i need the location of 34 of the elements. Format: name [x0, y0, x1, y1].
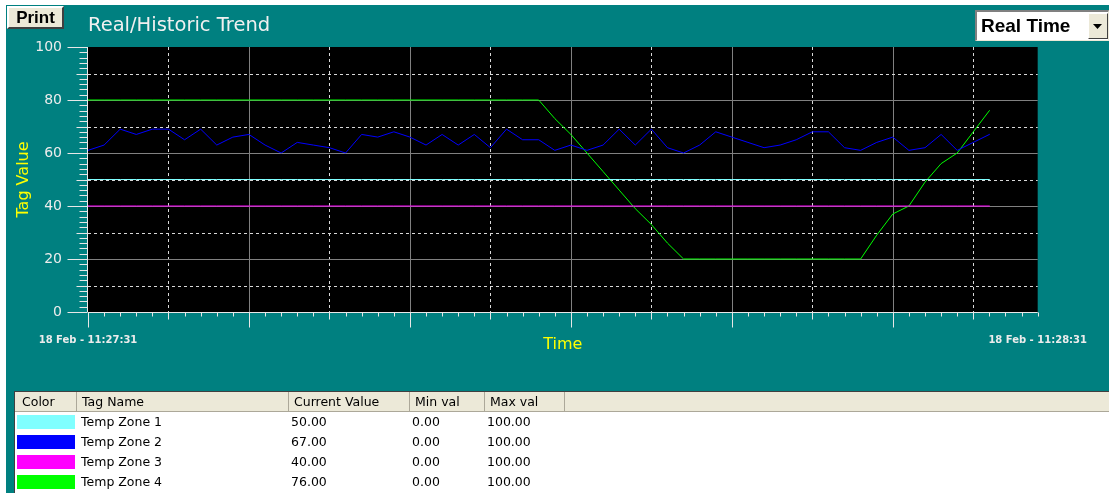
- text: 100.00: [486, 453, 532, 471]
- x-tick-label: 18 Feb - 11:27:31: [38, 333, 138, 345]
- y-tick-label: 60: [44, 143, 62, 160]
- text: Current Value: [289, 392, 410, 411]
- legend-label: Temp Zone 2: [80, 433, 164, 451]
- chart-title: Real/Historic Trend: [88, 13, 271, 37]
- dropdown: Real Time: [975, 10, 1109, 41]
- y-tick-label: 80: [44, 90, 62, 107]
- text: 0.00: [411, 473, 441, 491]
- text: 0.00: [411, 413, 441, 431]
- x-tick-label: 18 Feb - 11:28:31: [988, 333, 1088, 345]
- y-axis-title: Tag Value: [12, 141, 32, 219]
- text: Color: [15, 392, 77, 411]
- text: Min val: [410, 392, 485, 411]
- y-tick-label: 20: [44, 249, 62, 266]
- text: 76.00: [290, 473, 328, 491]
- y-tick-label: 0: [53, 302, 62, 319]
- text: 50.00: [290, 413, 328, 431]
- text: Tag Name: [77, 392, 289, 411]
- y-tick-label: 40: [44, 196, 62, 213]
- y-tick-label: 100: [35, 37, 62, 54]
- text: 100.00: [486, 413, 532, 431]
- legend-label: Temp Zone 4: [80, 473, 164, 491]
- text: Max val: [485, 392, 565, 411]
- legend-label: Temp Zone 1: [80, 413, 164, 431]
- text: 0.00: [411, 433, 441, 451]
- text: 67.00: [290, 433, 328, 451]
- text: 100.00: [486, 433, 532, 451]
- text: 100.00: [486, 473, 532, 491]
- print-button: Print: [7, 6, 64, 29]
- text: 40.00: [290, 453, 328, 471]
- text: 0.00: [411, 453, 441, 471]
- x-axis-title: Time: [542, 333, 583, 353]
- legend-label: Temp Zone 3: [80, 453, 164, 471]
